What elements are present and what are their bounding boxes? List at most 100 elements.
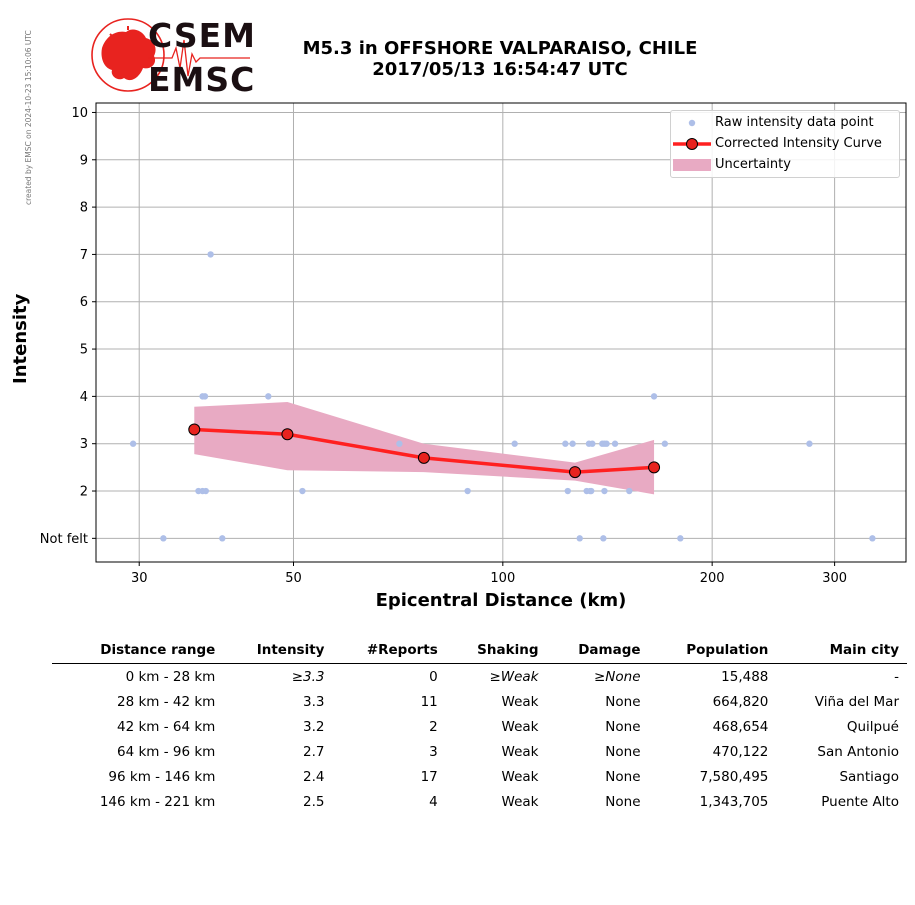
raw-data-point	[650, 393, 658, 400]
intensity-chart: 30 50 100 200 300 Not felt 2 3 4 5 6 7 8 9 10	[40, 102, 907, 586]
cell-city: San Antonio	[817, 743, 899, 760]
y-tick-label: 4	[80, 390, 88, 405]
x-tick-label: 200	[700, 571, 725, 586]
cell-distance: 0 km - 28 km	[125, 668, 216, 685]
table-row: 0 km - 28 km ≥3.3 0 ≥Weak ≥None 15,488 -	[52, 664, 907, 690]
cell-shaking: ≥Weak	[489, 668, 539, 685]
header-intensity: Intensity	[223, 640, 333, 664]
y-tick-label: 8	[80, 201, 88, 216]
raw-data-point	[201, 393, 209, 400]
cell-distance: 28 km - 42 km	[117, 693, 216, 710]
raw-data-point	[600, 535, 607, 542]
cell-reports: 4	[429, 793, 438, 810]
cell-intensity: 2.7	[303, 743, 325, 760]
raw-data-point	[806, 440, 813, 447]
raw-data-point	[464, 487, 471, 495]
header-reports: #Reports	[332, 640, 446, 664]
cell-population: 468,654	[712, 718, 769, 735]
x-tick-label: 100	[490, 571, 515, 586]
cell-intensity: 2.4	[303, 768, 325, 785]
cell-city: Quilpué	[846, 718, 899, 735]
emsc-logo: CSEM EMSC	[88, 16, 256, 99]
cell-reports: 0	[429, 668, 438, 685]
cell-population: 7,580,495	[699, 768, 769, 785]
raw-data-point	[601, 487, 608, 495]
cell-population: 470,122	[712, 743, 769, 760]
y-tick-label: Not felt	[40, 532, 88, 547]
header-damage: Damage	[546, 640, 649, 664]
raw-data-point	[569, 440, 576, 447]
cell-shaking: Weak	[501, 743, 539, 760]
summary-table: Distance range Intensity #Reports Shakin…	[52, 640, 907, 814]
curve-marker	[281, 428, 294, 441]
cell-damage: None	[605, 768, 641, 785]
raw-data-point	[603, 440, 610, 447]
y-tick-label: 2	[80, 485, 88, 500]
cell-population: 15,488	[721, 668, 769, 685]
y-tick-label: 5	[80, 343, 88, 358]
table-row: 146 km - 221 km 2.5 4 Weak None 1,343,70…	[52, 789, 907, 814]
raw-data-point	[576, 535, 583, 542]
cell-shaking: Weak	[501, 768, 539, 785]
y-tick-label: 3	[80, 437, 88, 452]
uncertainty-band	[194, 402, 655, 495]
cell-shaking: Weak	[501, 693, 539, 710]
raw-data-point	[677, 535, 684, 542]
chart-title: M5.3 in OFFSHORE VALPARAISO, CHILE 2017/…	[250, 38, 750, 80]
globe-logo-icon	[91, 18, 250, 92]
curve-marker	[569, 466, 582, 479]
cell-damage: None	[605, 743, 641, 760]
table-row: 96 km - 146 km 2.4 17 Weak None 7,580,49…	[52, 764, 907, 789]
cell-damage: None	[605, 693, 641, 710]
raw-data-point	[661, 440, 669, 447]
legend-uncertainty-label: Uncertainty	[715, 157, 791, 172]
cell-intensity: 3.3	[303, 693, 325, 710]
table-header-row: Distance range Intensity #Reports Shakin…	[52, 640, 907, 664]
cell-distance: 42 km - 64 km	[117, 718, 216, 735]
legend-curve-symbol	[673, 138, 711, 150]
x-tick-label: 50	[285, 571, 302, 586]
curve-marker	[417, 451, 430, 464]
header-distance: Distance range	[52, 640, 224, 664]
legend-curve-label: Corrected Intensity Curve	[715, 136, 882, 151]
raw-data-point	[129, 440, 137, 447]
raw-data-point	[562, 440, 569, 447]
table-row: 42 km - 64 km 3.2 2 Weak None 468,654 Qu…	[52, 714, 907, 739]
logo-line-2: EMSC	[148, 60, 256, 99]
cell-distance: 64 km - 96 km	[117, 743, 216, 760]
y-tick-label: 10	[71, 106, 88, 121]
table-row: 64 km - 96 km 2.7 3 Weak None 470,122 Sa…	[52, 739, 907, 764]
curve-marker	[188, 423, 201, 436]
raw-data-point	[589, 440, 596, 447]
raw-data-point	[299, 487, 306, 495]
cell-population: 1,343,705	[699, 793, 769, 810]
raw-data-point	[219, 535, 226, 542]
x-tick-label: 300	[822, 571, 847, 586]
x-axis-label: Epicentral Distance (km)	[375, 590, 627, 611]
raw-data-point	[160, 535, 167, 542]
plot-frame	[95, 102, 907, 563]
curve-marker	[648, 461, 661, 474]
cell-intensity: 3.2	[303, 718, 325, 735]
legend: Raw intensity data point Corrected Inten…	[670, 110, 900, 178]
cell-intensity: ≥3.3	[291, 668, 325, 685]
cell-shaking: Weak	[501, 793, 539, 810]
logo-line-1: CSEM	[148, 16, 256, 55]
cell-reports: 17	[420, 768, 438, 785]
raw-data-point	[869, 535, 876, 542]
legend-raw-symbol	[688, 119, 696, 127]
cell-city: Viña del Mar	[814, 693, 899, 710]
y-axis-label: Intensity	[10, 293, 31, 384]
cell-reports: 11	[420, 693, 438, 710]
header-population: Population	[648, 640, 777, 664]
raw-data-point	[611, 440, 619, 447]
cell-city: -	[894, 668, 899, 685]
cell-city: Puente Alto	[821, 793, 899, 810]
cell-distance: 96 km - 146 km	[108, 768, 216, 785]
header-shaking: Shaking	[445, 640, 547, 664]
title-line-1: M5.3 in OFFSHORE VALPARAISO, CHILE	[302, 38, 698, 59]
y-tick-label: 7	[80, 248, 88, 263]
x-tick-label: 30	[131, 571, 148, 586]
raw-data-point	[202, 487, 210, 495]
cell-damage: None	[605, 793, 641, 810]
